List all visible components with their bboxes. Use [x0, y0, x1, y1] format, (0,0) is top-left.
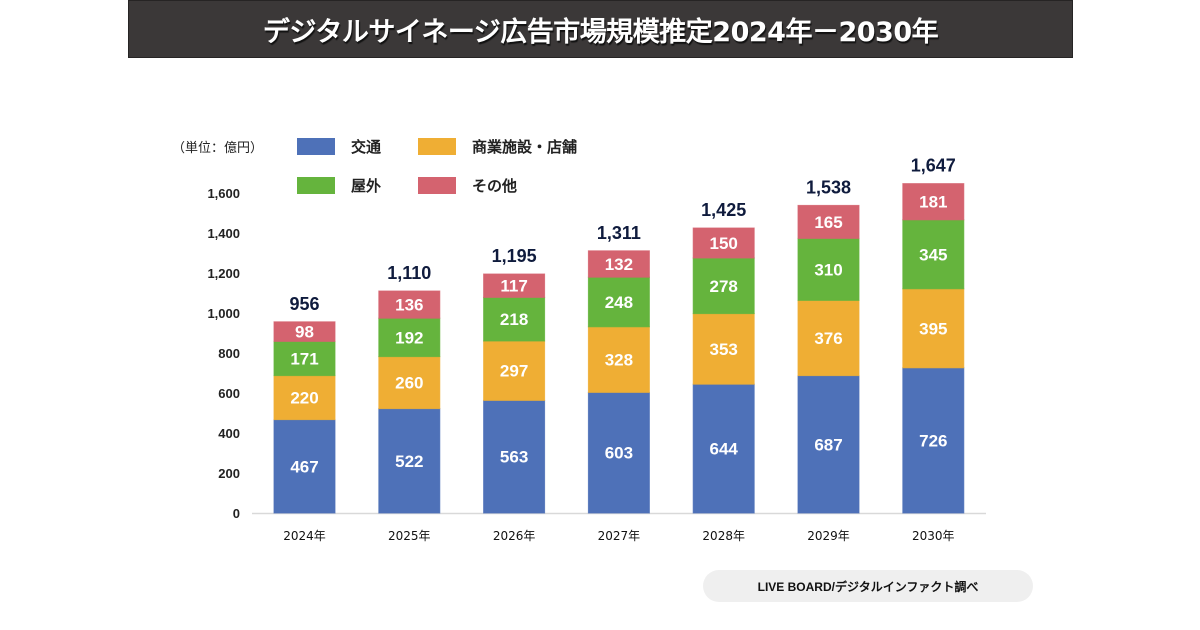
data-label: 467 — [290, 457, 318, 476]
data-label: 117 — [500, 277, 527, 296]
data-label: 278 — [710, 277, 738, 296]
data-label: 522 — [395, 452, 423, 471]
bar-segment — [797, 299, 860, 377]
bar-segment — [378, 408, 441, 514]
bar-segment — [692, 257, 755, 315]
total-label: 1,538 — [806, 177, 851, 197]
data-label: 376 — [814, 329, 842, 348]
data-label: 297 — [500, 362, 528, 381]
bar-segment — [797, 237, 860, 301]
data-label: 563 — [500, 448, 528, 467]
legend-label-commercial: 商業施設・店舗 — [472, 138, 578, 156]
y-tick-label: 1,400 — [207, 226, 240, 241]
y-tick-label: 800 — [218, 346, 240, 361]
data-label: 218 — [500, 310, 528, 329]
legend-swatch-commercial — [418, 138, 456, 155]
bar-segment — [273, 340, 336, 377]
data-label: 644 — [710, 440, 739, 459]
x-tick-label: 2027年 — [598, 529, 641, 543]
y-tick-label: 200 — [218, 466, 240, 481]
data-label: 181 — [919, 193, 947, 212]
data-label: 220 — [290, 389, 318, 408]
bar-segment — [378, 356, 441, 410]
total-label: 1,110 — [387, 263, 431, 283]
bar-segment — [273, 321, 336, 342]
legend-item-transport: 交通 — [297, 136, 381, 157]
data-label: 395 — [919, 319, 947, 338]
unit-label: （単位：億円） — [172, 141, 264, 156]
data-label: 192 — [395, 328, 423, 347]
data-label: 248 — [605, 293, 633, 312]
legend-label-outdoor: 屋外 — [351, 177, 382, 195]
source-badge: LIVE BOARD/デジタルインファクト調べ — [703, 570, 1033, 602]
bar-segment — [902, 183, 965, 221]
bar-segment — [797, 375, 860, 514]
total-label: 1,647 — [911, 156, 956, 176]
y-tick-label: 1,000 — [207, 306, 240, 321]
bar-segment — [692, 383, 755, 514]
bar-segment — [273, 419, 336, 514]
bar-segment — [797, 204, 860, 239]
data-label: 136 — [395, 296, 423, 315]
legend-item-commercial: 商業施設・店舗 — [418, 136, 577, 157]
data-label: 328 — [605, 351, 633, 370]
bar-segment — [692, 227, 755, 259]
bar-segment — [902, 288, 965, 369]
data-label: 98 — [295, 323, 314, 342]
bar-segment — [587, 326, 650, 393]
bar-segment — [587, 276, 650, 328]
total-label: 1,311 — [597, 223, 641, 243]
x-tick-label: 2026年 — [493, 529, 536, 543]
data-label: 310 — [814, 260, 842, 279]
bar-segment — [587, 391, 650, 514]
data-label: 150 — [710, 234, 738, 253]
bar-segment — [378, 317, 441, 358]
data-label: 260 — [395, 374, 423, 393]
total-label: 1,195 — [492, 246, 537, 266]
legend-swatch-other — [418, 177, 456, 194]
bar-segment — [378, 290, 441, 319]
bar-segment — [483, 399, 546, 514]
bar-segment — [692, 313, 755, 385]
legend-swatch-outdoor — [297, 177, 335, 194]
legend-label-transport: 交通 — [351, 138, 382, 156]
data-label: 165 — [814, 213, 842, 232]
data-label: 345 — [919, 245, 947, 264]
data-label: 132 — [605, 255, 633, 274]
data-label: 726 — [919, 431, 947, 450]
x-tick-label: 2028年 — [702, 529, 745, 543]
x-tick-label: 2029年 — [807, 529, 850, 543]
bar-segment — [273, 375, 336, 421]
bar-segment — [587, 250, 650, 278]
data-label: 353 — [710, 340, 738, 359]
y-tick-label: 400 — [218, 426, 240, 441]
legend-item-other: その他 — [418, 175, 517, 196]
legend-item-outdoor: 屋外 — [297, 175, 381, 196]
x-tick-label: 2030年 — [912, 529, 955, 543]
x-tick-label: 2024年 — [283, 529, 326, 543]
data-label: 687 — [814, 435, 842, 454]
legend-swatch-transport — [297, 138, 335, 155]
y-tick-label: 1,200 — [207, 266, 240, 281]
total-label: 1,425 — [701, 200, 746, 220]
title-bar: デジタルサイネージ広告市場規模推定2024年－2030年 — [128, 0, 1073, 58]
y-tick-label: 0 — [233, 506, 240, 521]
y-tick-label: 1,600 — [207, 186, 240, 201]
total-label: 956 — [289, 294, 319, 314]
data-label: 171 — [290, 350, 318, 369]
bar-segment — [483, 273, 546, 298]
legend-label-other: その他 — [472, 177, 518, 195]
y-tick-label: 600 — [218, 386, 240, 401]
data-label: 603 — [605, 444, 633, 463]
chart-title: デジタルサイネージ広告市場規模推定2024年－2030年 — [262, 16, 939, 48]
x-tick-label: 2025年 — [388, 529, 431, 543]
